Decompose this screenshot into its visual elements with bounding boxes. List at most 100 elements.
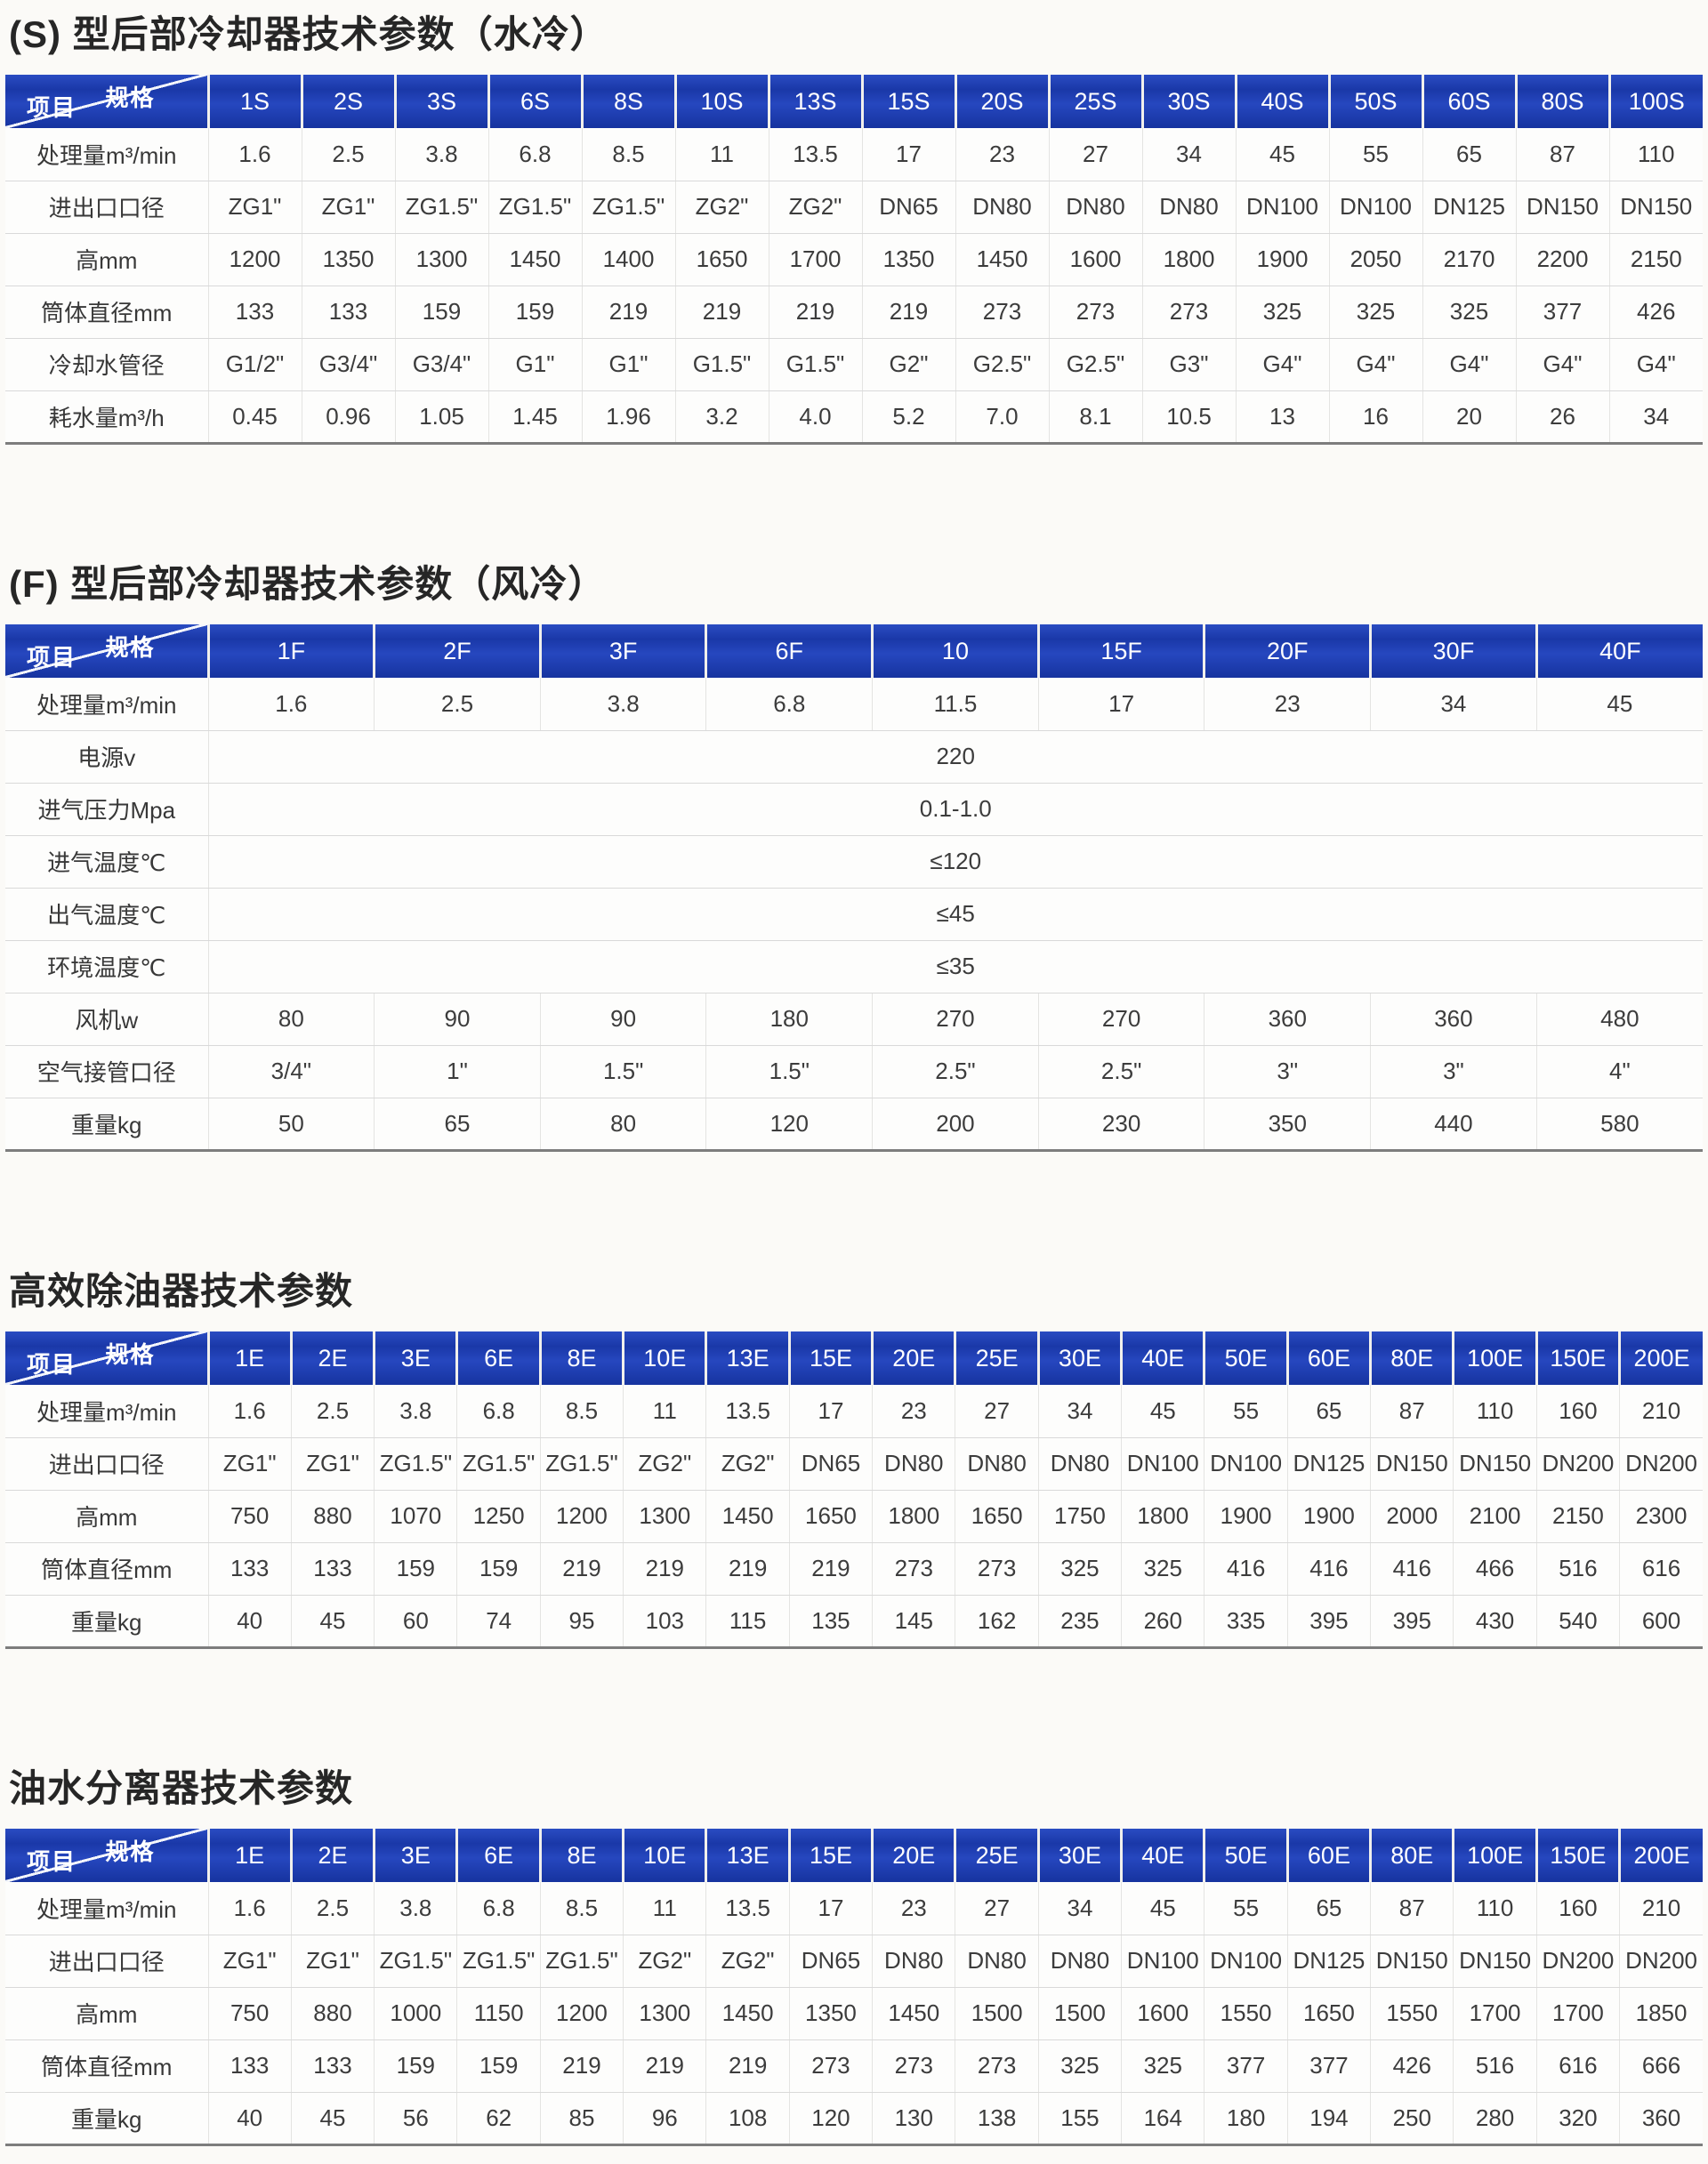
cell: 45 — [290, 2092, 375, 2146]
cell: 1900 — [1286, 1490, 1371, 1543]
cell: 273 — [872, 2039, 955, 2093]
column-header: 20E — [871, 1331, 955, 1386]
row-label: 耗水量m³/h — [5, 390, 208, 445]
cell: 115 — [705, 1595, 790, 1649]
cell: 210 — [1619, 1385, 1703, 1438]
column-header: 40S — [1234, 75, 1329, 129]
row-label: 重量kg — [5, 1595, 208, 1649]
cell: 350 — [1204, 1098, 1371, 1152]
cell: 1350 — [301, 233, 395, 286]
cell: G1/2" — [207, 338, 302, 391]
cell: 159 — [374, 2039, 457, 2093]
cell: G1.5" — [674, 338, 769, 391]
column-header: 1F — [206, 624, 375, 679]
table-row: 冷却水管径 G1/2" G3/4" G3/4" G1" G1" G1.5" G1.5" G2" G… — [5, 338, 1703, 391]
table-row: 筒体直径mm 133 133 159 159 219 219 219 219 273 273 273 3… — [5, 286, 1703, 339]
column-header: 150E — [1535, 1829, 1620, 1883]
cell: 60 — [374, 1595, 457, 1649]
cell: 159 — [456, 1542, 541, 1596]
cell: 1650 — [674, 233, 769, 286]
cell: 2150 — [1535, 1490, 1620, 1543]
column-header: 1E — [206, 1829, 292, 1883]
cell: 159 — [487, 286, 582, 339]
cell: 135 — [788, 1595, 873, 1649]
cell: 80 — [207, 993, 375, 1046]
cell: 10.5 — [1141, 390, 1236, 445]
cell: 1450 — [955, 233, 1049, 286]
cell: 2200 — [1515, 233, 1609, 286]
column-header: 10 — [871, 624, 1039, 679]
cell: 138 — [955, 2092, 1039, 2146]
column-header: 1S — [206, 75, 302, 129]
cell: 34 — [1037, 1385, 1122, 1438]
cell: 1700 — [1535, 1987, 1620, 2040]
column-header: 15E — [787, 1829, 873, 1883]
row-label: 筒体直径mm — [5, 1542, 208, 1596]
cell: 56 — [374, 2092, 457, 2146]
cell: 416 — [1286, 1542, 1371, 1596]
corner-label-item: 项目 — [27, 1848, 77, 1876]
cell: 1.5" — [705, 1045, 873, 1098]
cell: 377 — [1286, 2039, 1371, 2093]
row-label: 进出口口径 — [5, 1437, 208, 1491]
cell: 466 — [1453, 1542, 1537, 1596]
cell: 1200 — [539, 1490, 624, 1543]
cell: 1650 — [955, 1490, 1039, 1543]
cell: 1150 — [456, 1987, 541, 2040]
column-header: 8S — [580, 75, 675, 129]
cell: 2.5 — [290, 1385, 375, 1438]
cell: ZG2" — [623, 1437, 706, 1491]
cell: 160 — [1535, 1385, 1620, 1438]
table-row: 高mm 750 880 1070 1250 1200 1300 1450 1650 1800 165… — [5, 1490, 1703, 1543]
cell: G4" — [1235, 338, 1329, 391]
row-label: 处理量m³/min — [5, 1385, 208, 1438]
cell: 430 — [1453, 1595, 1537, 1649]
cell: DN125 — [1286, 1437, 1371, 1491]
cell: DN80 — [955, 1935, 1039, 1988]
cell: G2.5" — [955, 338, 1049, 391]
cell: ZG1" — [290, 1437, 375, 1491]
table-row: 进气压力Mpa 0.1-1.0 — [5, 783, 1703, 836]
column-header: 30F — [1369, 624, 1537, 679]
merged-cell: 0.1-1.0 — [207, 783, 1703, 836]
column-header: 10E — [622, 1331, 706, 1386]
cell: 426 — [1608, 286, 1703, 339]
cell: DN100 — [1204, 1437, 1288, 1491]
cell: 273 — [955, 286, 1049, 339]
cell: 45 — [1535, 678, 1703, 731]
corner-label-spec: 规格 — [105, 1838, 156, 1866]
column-header: 40E — [1120, 1829, 1204, 1883]
cell: 219 — [539, 2039, 624, 2093]
cell: 4" — [1535, 1045, 1703, 1098]
cell: 3" — [1204, 1045, 1371, 1098]
row-label: 进出口口径 — [5, 1935, 208, 1988]
cell: 1600 — [1048, 233, 1142, 286]
table-row: 重量kg 50 65 80 120 200 230 350 440 580 — [5, 1098, 1703, 1152]
cell: 219 — [623, 1542, 706, 1596]
cell: 250 — [1370, 2092, 1454, 2146]
cell: 164 — [1121, 2092, 1204, 2146]
cell: 395 — [1286, 1595, 1371, 1649]
cell: ZG1" — [207, 181, 302, 234]
cell: 219 — [861, 286, 955, 339]
cell: 23 — [1204, 678, 1371, 731]
cell: 55 — [1204, 1882, 1288, 1935]
cell: 26 — [1515, 390, 1609, 445]
spec-item-corner-cell: 规格 项目 — [5, 1331, 208, 1385]
cell: 325 — [1037, 2039, 1122, 2093]
cell: 235 — [1037, 1595, 1122, 1649]
cell: 110 — [1453, 1882, 1537, 1935]
merged-cell: ≤120 — [207, 835, 1703, 889]
cell: 87 — [1370, 1385, 1454, 1438]
cell: 3/4" — [207, 1045, 375, 1098]
cell: G4" — [1328, 338, 1422, 391]
cell: 325 — [1422, 286, 1516, 339]
cell: G1.5" — [768, 338, 862, 391]
cell: 219 — [581, 286, 675, 339]
table-row: 空气接管口径 3/4" 1" 1.5" 1.5" 2.5" 2.5" 3" 3" 4" — [5, 1045, 1703, 1098]
cell: 133 — [207, 2039, 292, 2093]
column-header: 25S — [1047, 75, 1142, 129]
cell: G3/4" — [394, 338, 488, 391]
corner-label-item: 项目 — [27, 1351, 77, 1379]
merged-cell: ≤45 — [207, 888, 1703, 941]
